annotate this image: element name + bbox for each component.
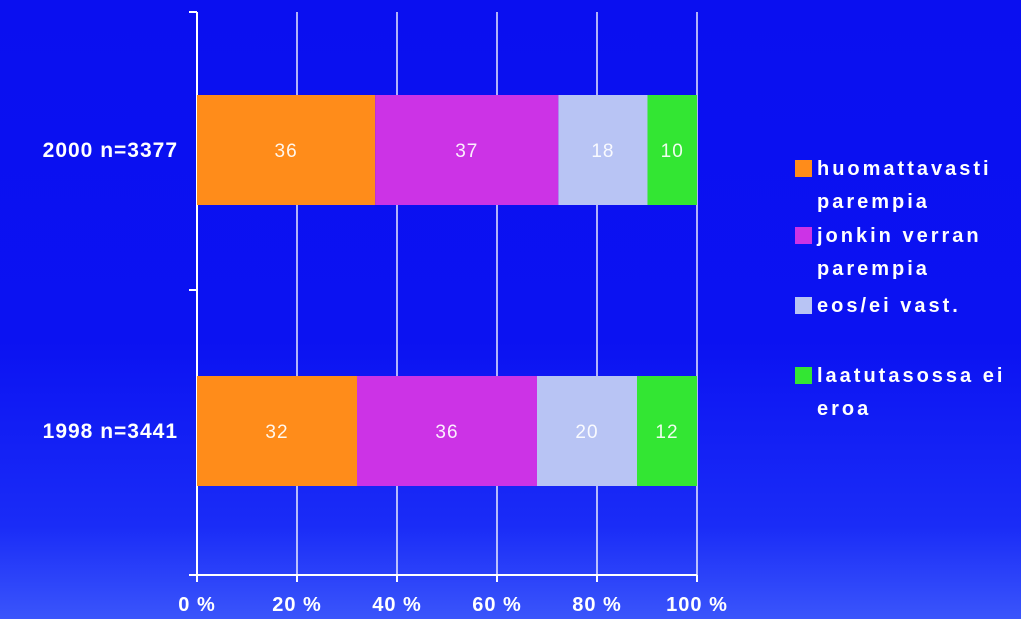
x-tick-label: 0 % (178, 594, 215, 616)
legend-swatch (795, 227, 812, 244)
bar-segment (537, 376, 637, 486)
bar-segment (375, 95, 559, 205)
category-label: 2000 n=3377 (43, 139, 178, 162)
data-label: 12 (655, 422, 678, 443)
x-tick-label: 100 % (666, 594, 728, 616)
x-tick-label: 60 % (472, 594, 522, 616)
data-label: 18 (591, 141, 614, 162)
data-label: 37 (455, 141, 478, 162)
legend-swatch (795, 297, 812, 314)
bar-segment (197, 376, 357, 486)
legend-label: eroa (817, 398, 871, 420)
legend-label: parempia (817, 191, 930, 213)
data-label: 32 (265, 422, 288, 443)
data-label: 36 (275, 141, 298, 162)
bar-segment (558, 95, 648, 205)
legend-label: eos/ei vast. (817, 295, 961, 317)
legend-swatch (795, 367, 812, 384)
legend-swatch (795, 160, 812, 177)
x-tick-label: 40 % (372, 594, 422, 616)
x-tick-label: 20 % (272, 594, 322, 616)
bar-segment (637, 376, 697, 486)
legend-label: huomattavasti (817, 158, 992, 180)
x-tick-label: 80 % (572, 594, 622, 616)
data-label: 36 (435, 422, 458, 443)
legend-label: parempia (817, 258, 930, 280)
category-label: 1998 n=3441 (43, 420, 178, 443)
bar-segment (357, 376, 537, 486)
legend-label: laatutasossa ei (817, 365, 1005, 387)
data-label: 10 (661, 141, 684, 162)
data-label: 20 (575, 422, 598, 443)
bar-segment (197, 95, 376, 205)
bar-segment (647, 95, 697, 205)
legend-label: jonkin verran (816, 225, 982, 247)
